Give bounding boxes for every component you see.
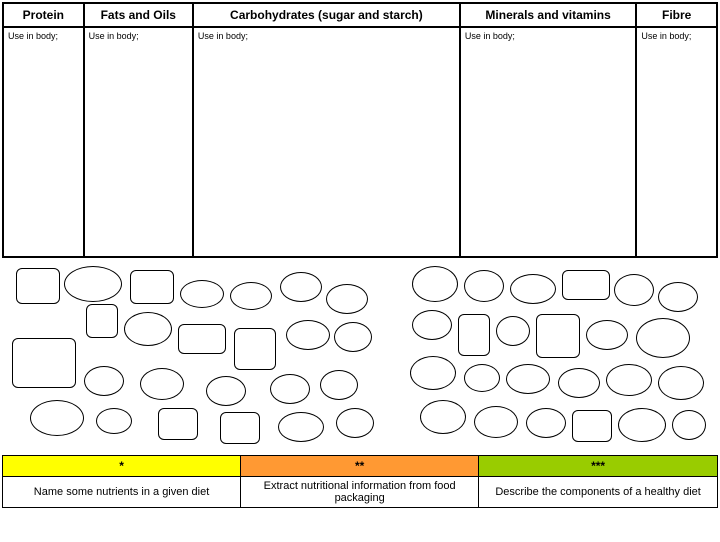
food-plate-4 [270,374,310,404]
task-1: Name some nutrients in a given diet [3,477,241,508]
food-leafy [510,274,556,304]
food-broccoli [464,270,504,302]
tasks-row: Name some nutrients in a given diet Extr… [3,477,718,508]
food-cabbage [412,266,458,302]
cell-label: Use in body; [198,31,248,41]
task-2: Extract nutritional information from foo… [241,477,479,508]
cell-fibre: Use in body; [636,27,717,257]
food-plate-1 [326,284,368,314]
food-illustration-area [2,260,718,455]
food-egg [96,408,132,434]
food-oil-bottle [458,314,490,356]
food-cereal-box [16,268,60,304]
food-bowl-3 [280,272,322,302]
food-plate-5 [278,412,324,442]
food-chicken [506,364,550,394]
nutrients-body-row: Use in body; Use in body; Use in body; U… [3,27,717,257]
food-bowl-1 [130,270,174,304]
food-orange [464,364,500,392]
food-bowl-2 [230,282,272,310]
food-onion-2 [658,282,698,312]
food-fish [178,324,226,354]
food-cereal-box-2 [536,314,580,358]
food-apple-2 [526,408,566,438]
cell-label: Use in body; [89,31,139,41]
food-chop [140,368,184,400]
food-syrup [220,412,260,444]
food-bowl-5 [636,318,690,358]
nutrients-table: Protein Fats and Oils Carbohydrates (sug… [2,2,718,258]
food-tomatoes [412,310,452,340]
star-1: * [3,456,241,477]
col-protein: Protein [3,3,84,27]
col-fibre: Fibre [636,3,717,27]
col-fats: Fats and Oils [84,3,193,27]
cell-protein: Use in body; [3,27,84,257]
food-crackers [320,370,358,400]
food-bananas [474,406,518,438]
cell-minerals: Use in body; [460,27,636,257]
cell-label: Use in body; [8,31,58,41]
food-plate-2 [286,320,330,350]
star-3: *** [479,456,718,477]
food-spaghetti-bowl [64,266,122,302]
food-beans-can [234,328,276,370]
food-plate-8 [618,408,666,442]
food-grapes [420,400,466,434]
cell-fats: Use in body; [84,27,193,257]
food-pie [410,356,456,390]
food-cup [672,410,706,440]
star-2: ** [241,456,479,477]
food-jam-jar [86,304,118,338]
food-plate-7 [606,364,652,396]
stars-row: * ** *** [3,456,718,477]
food-bowl-6 [658,366,704,400]
food-plate-3 [334,322,372,352]
food-plate-6 [336,408,374,438]
nutrients-header-row: Protein Fats and Oils Carbohydrates (sug… [3,3,717,27]
food-bowl-4 [206,376,246,406]
cell-label: Use in body; [641,31,691,41]
food-cheese [180,280,224,308]
food-butter [562,270,610,300]
cell-label: Use in body; [465,31,515,41]
food-rice-bowl [558,368,600,398]
col-carbs: Carbohydrates (sugar and starch) [193,3,460,27]
food-potatoes [30,400,84,436]
food-onion-1 [614,274,654,306]
col-minerals: Minerals and vitamins [460,3,636,27]
food-bread-loaf [12,338,76,388]
food-apple-1 [496,316,530,346]
food-honey-jar [158,408,198,440]
food-pan [586,320,628,350]
objectives-table: * ** *** Name some nutrients in a given … [2,455,718,508]
food-sausages [124,312,172,346]
food-cream [572,410,612,442]
food-cookie [84,366,124,396]
task-3: Describe the components of a healthy die… [479,477,718,508]
cell-carbs: Use in body; [193,27,460,257]
